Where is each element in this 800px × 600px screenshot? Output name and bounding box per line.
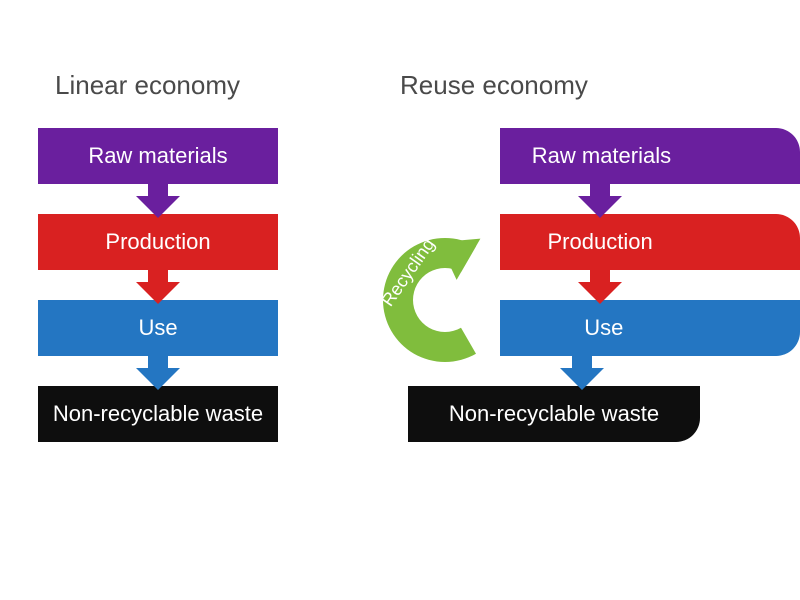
reuse-arrow-3	[560, 354, 604, 394]
linear-raw-box: Raw materials	[38, 128, 278, 184]
box-label: Raw materials	[88, 143, 227, 169]
reuse-arrow-2	[578, 268, 622, 308]
reuse-arrow-1	[578, 182, 622, 222]
recycling-arrow	[344, 199, 546, 401]
reuse-raw-box: Raw materials	[500, 128, 800, 184]
linear-arrow-1	[136, 182, 180, 222]
linear-arrow-3	[136, 354, 180, 394]
box-label: Use	[584, 315, 623, 341]
box-label: Raw materials	[532, 143, 671, 169]
linear-title: Linear economy	[55, 70, 240, 101]
reuse-title: Reuse economy	[400, 70, 588, 101]
box-label: Production	[548, 229, 653, 255]
linear-arrow-2	[136, 268, 180, 308]
linear-use-box: Use	[38, 300, 278, 356]
box-label: Use	[138, 315, 177, 341]
box-label: Non-recyclable waste	[53, 401, 263, 427]
box-label: Production	[105, 229, 210, 255]
box-label: Non-recyclable waste	[449, 401, 659, 427]
linear-waste-box: Non-recyclable waste	[38, 386, 278, 442]
linear-prod-box: Production	[38, 214, 278, 270]
diagram-canvas: { "layout": { "canvas_width": 800, "canv…	[0, 0, 800, 600]
